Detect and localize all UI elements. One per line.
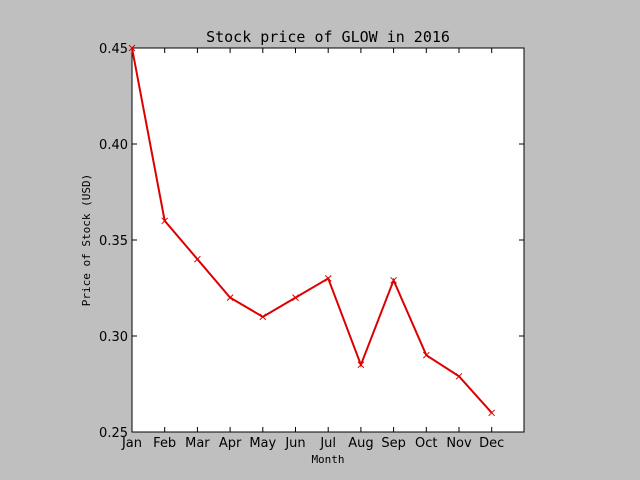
y-tick-label: 0.45 xyxy=(99,42,128,57)
data-point-marker xyxy=(128,44,136,52)
data-point-marker xyxy=(292,294,299,301)
data-point-marker xyxy=(161,217,169,225)
series-layer xyxy=(128,44,496,417)
x-axis-label: Month xyxy=(311,453,344,466)
y-tick-label: 0.40 xyxy=(99,138,128,153)
x-tick-label: Sep xyxy=(381,436,406,451)
data-point-marker xyxy=(455,372,463,380)
x-tick-label: Apr xyxy=(219,436,242,451)
data-point-marker xyxy=(259,313,267,321)
x-tick-label: Nov xyxy=(446,436,472,451)
x-tick-label: Mar xyxy=(185,436,210,451)
axis-ticks: 0.25 0.30 0.35 0.40 0.45 Jan Feb Mar Apr May Jun Ju… xyxy=(99,42,524,451)
y-axis-label: Price of Stock (USD) xyxy=(80,174,93,306)
data-point-marker xyxy=(357,361,365,369)
y-tick-label: 0.30 xyxy=(99,330,128,345)
data-point-marker xyxy=(194,255,201,263)
data-point-marker xyxy=(226,294,234,301)
data-point-marker xyxy=(324,275,332,282)
data-point-marker xyxy=(422,351,430,359)
data-point-marker xyxy=(390,276,397,284)
data-point-marker xyxy=(488,409,496,417)
x-tick-label: Jul xyxy=(319,436,336,451)
x-tick-label: Jun xyxy=(284,436,305,451)
x-tick-label: May xyxy=(249,436,276,451)
x-tick-label: Feb xyxy=(153,436,176,451)
chart-title: Stock price of GLOW in 2016 xyxy=(206,28,450,46)
plot-area xyxy=(131,47,525,433)
x-tick-label: Oct xyxy=(415,436,437,451)
x-tick-label: Dec xyxy=(479,436,504,451)
x-tick-label: Jan xyxy=(121,436,142,451)
y-tick-label: 0.25 xyxy=(99,426,128,441)
series-line xyxy=(131,47,493,414)
x-tick-label: Aug xyxy=(348,436,373,451)
y-tick-label: 0.35 xyxy=(99,234,128,249)
